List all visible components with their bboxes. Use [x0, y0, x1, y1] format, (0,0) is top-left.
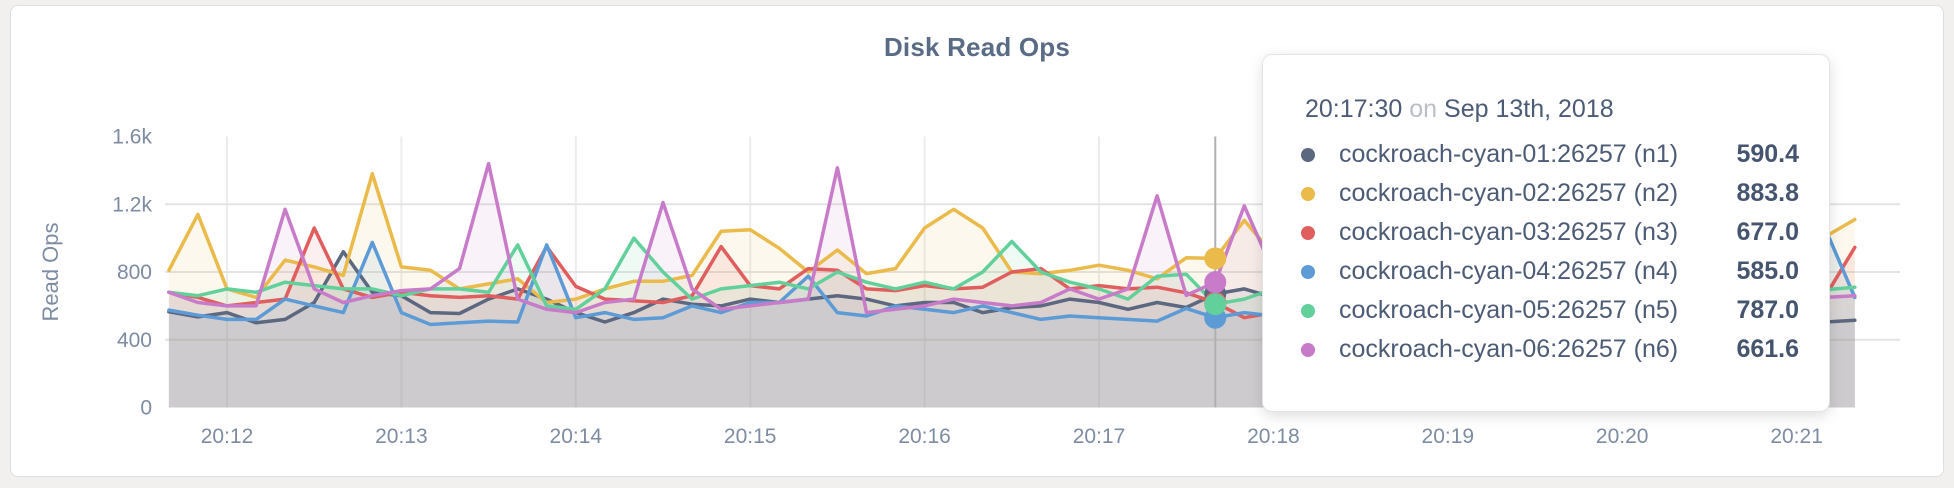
x-axis-tick-label: 20:15: [724, 425, 777, 448]
tooltip-on-word: on: [1409, 95, 1438, 123]
x-axis-tick-label: 20:19: [1422, 425, 1475, 448]
hover-point-dot: [1204, 271, 1227, 294]
chart-tooltip: 20:17:30 on Sep 13th, 2018 cockroach-cya…: [1262, 54, 1830, 412]
tooltip-rows: cockroach-cyan-01:26257 (n1) 590.4 cockr…: [1301, 135, 1813, 369]
tooltip-series-value: 661.6: [1736, 335, 1799, 363]
hover-point-dot: [1204, 247, 1227, 270]
y-axis-tick-label: 1.6k: [112, 126, 152, 149]
tooltip-series-row: cockroach-cyan-05:26257 (n5) 787.0: [1301, 291, 1813, 330]
series-dot-icon: [1301, 186, 1315, 201]
tooltip-series-label: cockroach-cyan-03:26257 (n3): [1339, 218, 1679, 246]
tooltip-header: 20:17:30 on Sep 13th, 2018: [1305, 95, 1813, 123]
y-axis-tick-label: 800: [117, 261, 152, 284]
tooltip-series-row: cockroach-cyan-02:26257 (n2) 883.8: [1301, 174, 1813, 213]
y-axis-tick-label: 0: [140, 397, 152, 420]
tooltip-series-label: cockroach-cyan-06:26257 (n6): [1339, 335, 1679, 363]
x-axis-tick-label: 20:21: [1770, 425, 1823, 448]
x-axis-tick-label: 20:20: [1596, 425, 1649, 448]
tooltip-date: Sep 13th, 2018: [1444, 95, 1614, 123]
x-axis-tick-label: 20:17: [1073, 425, 1126, 448]
tooltip-series-value: 677.0: [1736, 218, 1799, 246]
tooltip-series-row: cockroach-cyan-01:26257 (n1) 590.4: [1301, 135, 1813, 174]
chart-title: Disk Read Ops: [883, 32, 1071, 62]
tooltip-series-label: cockroach-cyan-05:26257 (n5): [1339, 296, 1679, 324]
tooltip-series-label: cockroach-cyan-02:26257 (n2): [1339, 179, 1679, 207]
tooltip-series-value: 883.8: [1736, 179, 1799, 207]
x-axis-tick-label: 20:16: [898, 425, 951, 448]
tooltip-series-value: 787.0: [1736, 296, 1799, 324]
tooltip-series-label: cockroach-cyan-04:26257 (n4): [1339, 257, 1679, 285]
series-dot-icon: [1301, 225, 1315, 240]
y-axis-tick-label: 400: [117, 329, 152, 352]
x-axis-tick-label: 20:18: [1247, 425, 1300, 448]
x-axis-tick-label: 20:13: [375, 425, 428, 448]
series-dot-icon: [1301, 264, 1315, 279]
tooltip-time: 20:17:30: [1305, 95, 1403, 123]
y-axis-tick-label: 1.2k: [112, 193, 152, 216]
series-dot-icon: [1301, 147, 1315, 162]
tooltip-series-row: cockroach-cyan-06:26257 (n6) 661.6: [1301, 330, 1813, 369]
series-dot-icon: [1301, 303, 1315, 318]
x-axis-tick-label: 20:12: [201, 425, 254, 448]
tooltip-series-value: 590.4: [1736, 140, 1799, 168]
series-dot-icon: [1301, 342, 1315, 357]
tooltip-series-label: cockroach-cyan-01:26257 (n1): [1339, 140, 1679, 168]
tooltip-series-row: cockroach-cyan-04:26257 (n4) 585.0: [1301, 252, 1813, 291]
tooltip-series-row: cockroach-cyan-03:26257 (n3) 677.0: [1301, 213, 1813, 252]
tooltip-series-value: 585.0: [1736, 257, 1799, 285]
x-axis-tick-label: 20:14: [550, 425, 603, 448]
y-axis-title: Read Ops: [38, 222, 63, 321]
hover-point-dot: [1204, 293, 1227, 316]
